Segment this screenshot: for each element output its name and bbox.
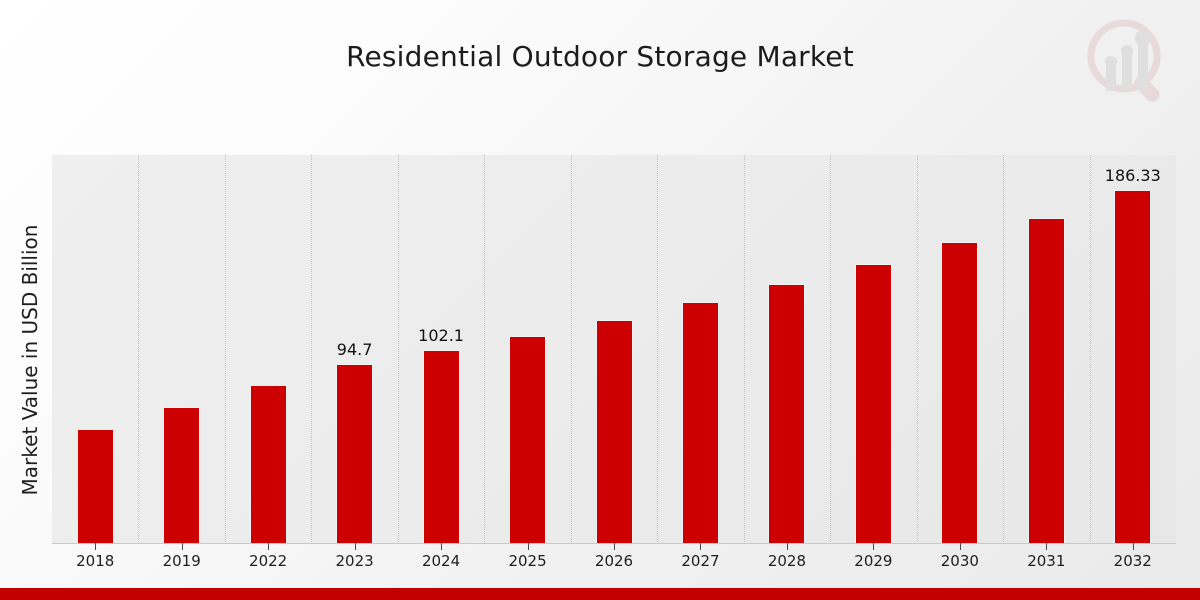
gridline: [830, 155, 832, 544]
bar-2032[interactable]: [1114, 190, 1152, 544]
x-tick-label-2026: 2026: [594, 552, 634, 570]
gridline: [657, 155, 659, 544]
x-tick-label-2027: 2027: [681, 552, 720, 570]
x-tick-2032: [1132, 543, 1134, 550]
magnifier-bar-chart-logo-icon: [1078, 12, 1178, 112]
x-tick-2029: [873, 543, 875, 550]
x-tick-label-2019: 2019: [162, 552, 201, 570]
gridline: [916, 155, 918, 544]
x-tick-label-2018: 2018: [76, 552, 115, 570]
x-tick-2025: [527, 543, 529, 550]
footer-accent-bar: [0, 588, 1200, 600]
gridline: [138, 155, 140, 544]
x-tick-2031: [1046, 543, 1048, 550]
x-tick-label-2028: 2028: [767, 552, 807, 570]
gridline: [743, 155, 745, 544]
bar-value-label-2023: 94.7: [336, 340, 373, 359]
gridline: [570, 155, 572, 544]
bar-2023[interactable]: [336, 364, 374, 544]
x-tick-2028: [786, 543, 788, 550]
bar-2025[interactable]: [509, 336, 547, 544]
x-tick-label-2031: 2031: [1027, 552, 1066, 570]
gridline: [397, 155, 399, 544]
gridline: [1003, 155, 1005, 544]
bar-2022[interactable]: [249, 385, 287, 544]
bar-value-label-2024: 102.1: [418, 326, 464, 345]
x-tick-2019: [181, 543, 183, 550]
bar-value-label-2032: 186.33: [1104, 166, 1161, 185]
page-title: Residential Outdoor Storage Market: [346, 40, 854, 73]
x-tick-label-2024: 2024: [421, 552, 461, 570]
x-tick-2026: [614, 543, 615, 550]
bar-2030[interactable]: [941, 242, 979, 544]
bar-2026[interactable]: [595, 320, 633, 544]
x-tick-2027: [700, 543, 702, 550]
gridline: [224, 155, 226, 544]
gridline: [311, 155, 313, 544]
x-tick-label-2029: 2029: [854, 552, 893, 570]
bar-2024[interactable]: [422, 350, 460, 544]
bar-2027[interactable]: [681, 302, 719, 544]
bar-2029[interactable]: [854, 264, 892, 544]
bar-2018[interactable]: [76, 429, 114, 544]
x-tick-label-2022: 2022: [249, 552, 288, 570]
gridline: [484, 155, 486, 544]
x-tick-label-2023: 2023: [335, 552, 374, 570]
bar-2019[interactable]: [163, 407, 201, 544]
bar-2031[interactable]: [1027, 218, 1065, 544]
x-tick-2023: [354, 543, 356, 550]
y-axis-label: Market Value in USD Billion: [18, 224, 42, 496]
x-tick-2022: [268, 543, 270, 550]
x-tick-2018: [95, 543, 97, 550]
x-tick-label-2032: 2032: [1113, 552, 1152, 570]
x-tick-label-2025: 2025: [508, 552, 547, 570]
bar-2028[interactable]: [768, 284, 806, 544]
plot-area: [52, 155, 1176, 544]
x-tick-label-2030: 2030: [940, 552, 979, 570]
x-tick-2024: [441, 543, 443, 550]
gridline: [1089, 155, 1091, 544]
x-tick-2030: [959, 543, 961, 550]
